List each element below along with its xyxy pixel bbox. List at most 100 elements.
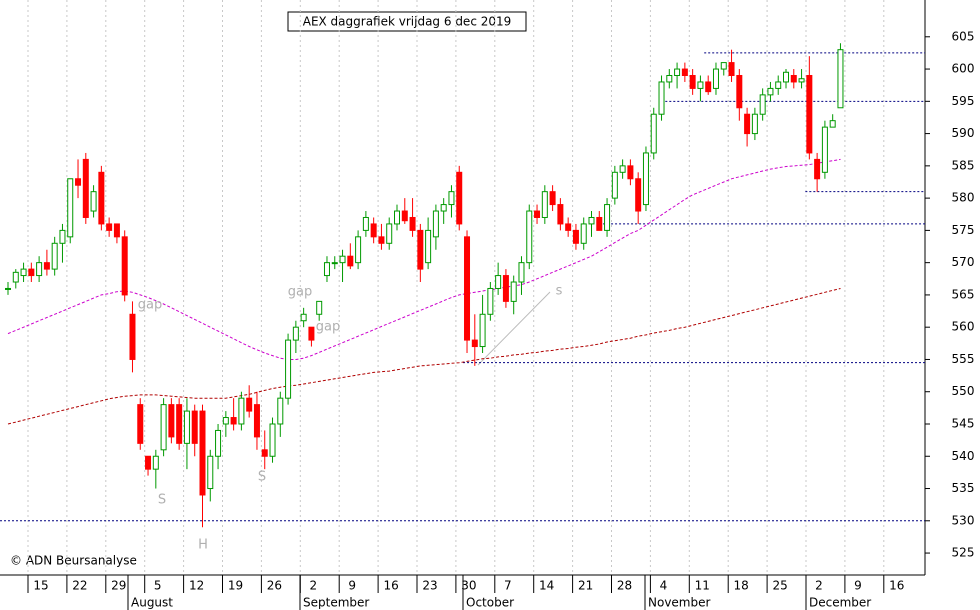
candle-body [36,262,43,277]
candle-body [751,113,758,135]
candle-body [479,313,486,348]
candle-body [386,223,393,244]
annotation: H [198,538,208,553]
candle-body [113,223,120,238]
month-label: August [131,596,173,610]
annotation: gap [138,298,162,313]
candle-body [798,78,805,83]
candle-body [736,75,743,109]
candle-body [323,262,330,277]
y-tick-label: 595 [952,94,975,108]
x-tick-label: 26 [267,579,282,593]
candle-body [285,339,292,399]
candle-body [611,171,618,199]
candle-body [401,210,408,222]
candle-body [783,71,789,83]
x-tick-label: 12 [189,579,204,593]
x-tick-label: 4 [660,579,668,593]
x-tick-label: 15 [33,579,48,593]
month-label: December [809,596,871,610]
x-tick-label: 16 [889,579,904,593]
candle-body [129,313,136,360]
candle-body [378,236,385,244]
candle-body [425,229,432,264]
candle-body [82,158,89,218]
candle-body [417,229,424,270]
candle-body [541,191,548,218]
y-tick-label: 585 [952,158,975,172]
candle-body [191,410,198,444]
candle-body [121,236,128,296]
candle-body [20,268,27,277]
month-label: October [466,596,514,610]
candle-body [588,216,595,225]
y-tick-label: 550 [952,384,975,398]
moving-average [7,288,841,425]
candle-body [253,404,260,438]
candle-body [666,75,673,83]
candle-body [689,75,696,89]
candle-body [697,81,704,89]
candle-body [316,300,323,315]
candle-body [572,229,579,244]
candle-body [471,339,478,348]
x-tick-label: 14 [539,579,554,593]
candle-body [246,397,253,412]
candle-body [456,171,463,225]
candle-body [790,75,797,83]
candle-body [269,423,276,457]
x-tick-label: 28 [617,579,632,593]
candle-body [137,404,144,444]
y-tick-label: 600 [952,62,975,76]
candle-body [440,204,447,212]
candle-body [728,62,735,77]
candle-body [464,236,471,341]
candle-body [59,229,66,244]
candle-body [837,49,844,109]
candle-body [43,262,50,270]
candle-body [495,275,502,289]
candle-body [759,94,766,115]
candle-body [705,81,712,93]
candle-body [28,268,35,277]
candle-body [370,223,377,238]
x-tick-label: 29 [111,579,126,593]
x-tick-label: 18 [734,579,749,593]
candle-body [75,178,82,186]
candle-body [207,455,214,490]
month-label: November [648,596,710,610]
y-tick-label: 530 [952,513,975,527]
candle-body [238,397,245,425]
x-tick-label: 30 [461,579,476,593]
x-tick-label: 25 [772,579,787,593]
annotation: gap [288,285,312,300]
candle-body [674,68,681,77]
candle-body [347,255,354,267]
y-tick-label: 565 [952,287,975,301]
candle-body [300,313,307,322]
candle-body [565,223,572,231]
candle-body [230,417,237,425]
annotation: s [556,284,563,299]
candle-body [51,242,58,270]
y-tick-label: 525 [952,546,975,560]
candle-body [355,236,362,264]
candle-body [394,210,400,225]
candle-body [362,216,369,231]
candle-body [627,165,634,180]
candle-body [744,113,751,135]
candle-body [12,271,19,283]
candle-body [681,68,688,77]
y-tick-label: 535 [952,481,975,495]
x-tick-label: 11 [695,579,710,593]
candle-body [222,417,229,425]
x-tick-label: 5 [154,579,162,593]
candle-body [160,404,167,451]
candle-body [98,171,105,225]
candle-body [331,262,338,265]
candle-body [67,178,74,238]
x-tick-label: 19 [228,579,243,593]
y-tick-label: 560 [952,320,975,334]
candle-body [261,449,268,457]
